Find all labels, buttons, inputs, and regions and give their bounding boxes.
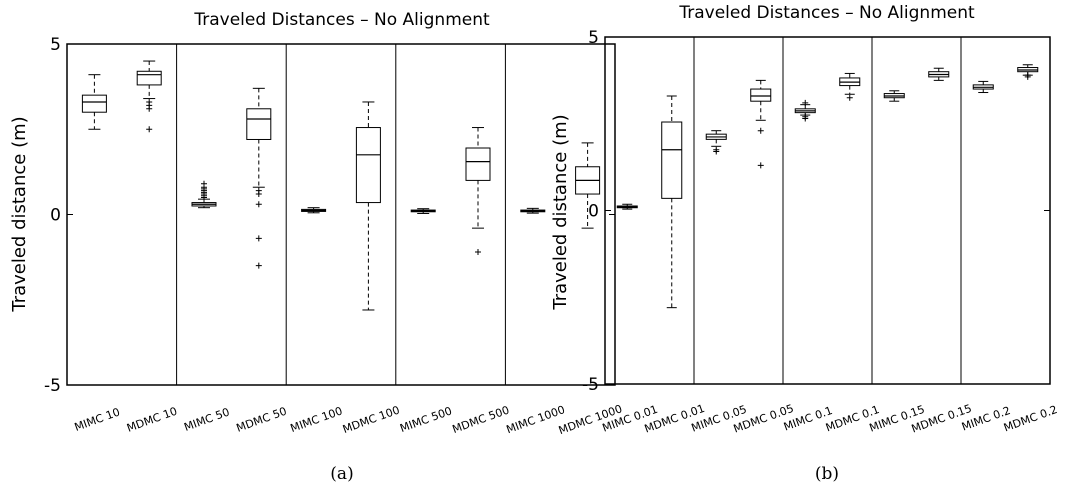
box-iqr (750, 88, 772, 102)
figure-caption: (a) (330, 464, 353, 484)
box-iqr (246, 108, 272, 140)
box-iqr (355, 127, 381, 204)
x-tick-label: MIMC 10 (73, 405, 122, 433)
outlier-marker (757, 127, 764, 134)
y-tick-label: 5 (50, 35, 61, 55)
x-tick-label: MDMC 100 (341, 403, 401, 436)
outlier-marker (255, 191, 262, 198)
outlier-marker (475, 249, 481, 256)
outlier-marker (255, 235, 262, 242)
box-8 (972, 80, 994, 94)
box-4 (301, 207, 327, 214)
box-5 (839, 72, 861, 101)
chart-panel-a: Traveled Distances – No Alignment Travel… (9, 10, 624, 484)
box-1 (136, 60, 162, 133)
box-0 (81, 74, 107, 130)
outlier-marker (1024, 72, 1031, 79)
x-tick-label: MDMC 0.2 (1002, 403, 1059, 434)
box-iqr (136, 70, 162, 86)
figure-caption: (b) (815, 464, 839, 484)
box-0 (616, 203, 638, 210)
box-3 (246, 87, 272, 269)
outlier-marker (757, 162, 764, 169)
outlier-marker (713, 148, 720, 155)
box-9 (575, 142, 601, 229)
box-3 (750, 79, 772, 169)
outlier-marker (802, 99, 809, 106)
outlier-marker (146, 126, 153, 133)
x-tick-label: MIMC 100 (289, 404, 345, 435)
y-tick-label: 5 (588, 28, 599, 48)
x-tick-label: MDMC 500 (451, 403, 511, 436)
outlier-marker (255, 262, 262, 269)
outlier-marker (802, 113, 809, 120)
box-8 (520, 207, 546, 214)
box-2 (705, 130, 727, 155)
x-tick-label: MDMC 10 (125, 405, 179, 435)
box-iqr (661, 121, 683, 199)
box-4 (794, 99, 816, 122)
y-tick-label: 0 (588, 202, 599, 222)
box-9 (1017, 64, 1039, 80)
box-7 (465, 127, 491, 256)
chart-title: Traveled Distances – No Alignment (193, 10, 490, 30)
x-tick-label: MIMC 500 (398, 404, 454, 435)
outlier-marker (846, 94, 853, 101)
y-tick-label: -5 (44, 376, 61, 396)
outlier-marker (255, 201, 262, 208)
outlier-marker (201, 180, 207, 187)
box-1 (661, 95, 683, 309)
box-iqr (81, 94, 107, 113)
box-6 (883, 90, 905, 102)
y-axis-label: Traveled distance (m) (550, 114, 571, 310)
y-axis-label: Traveled distance (m) (9, 116, 30, 312)
box-iqr (465, 147, 491, 181)
box-2 (191, 180, 217, 209)
outlier-marker (146, 105, 153, 112)
chart-panel-b: Traveled Distances – No Alignment Travel… (550, 3, 1059, 484)
x-tick-label: MDMC 50 (235, 405, 289, 435)
y-tick-label: -5 (582, 375, 599, 395)
y-tick-label: 0 (50, 206, 61, 226)
box-7 (928, 67, 950, 81)
chart-title: Traveled Distances – No Alignment (678, 3, 975, 23)
box-6 (410, 208, 436, 214)
x-tick-label: MIMC 1000 (505, 403, 567, 436)
x-tick-label: MIMC 50 (182, 405, 231, 433)
box-5 (355, 101, 381, 311)
